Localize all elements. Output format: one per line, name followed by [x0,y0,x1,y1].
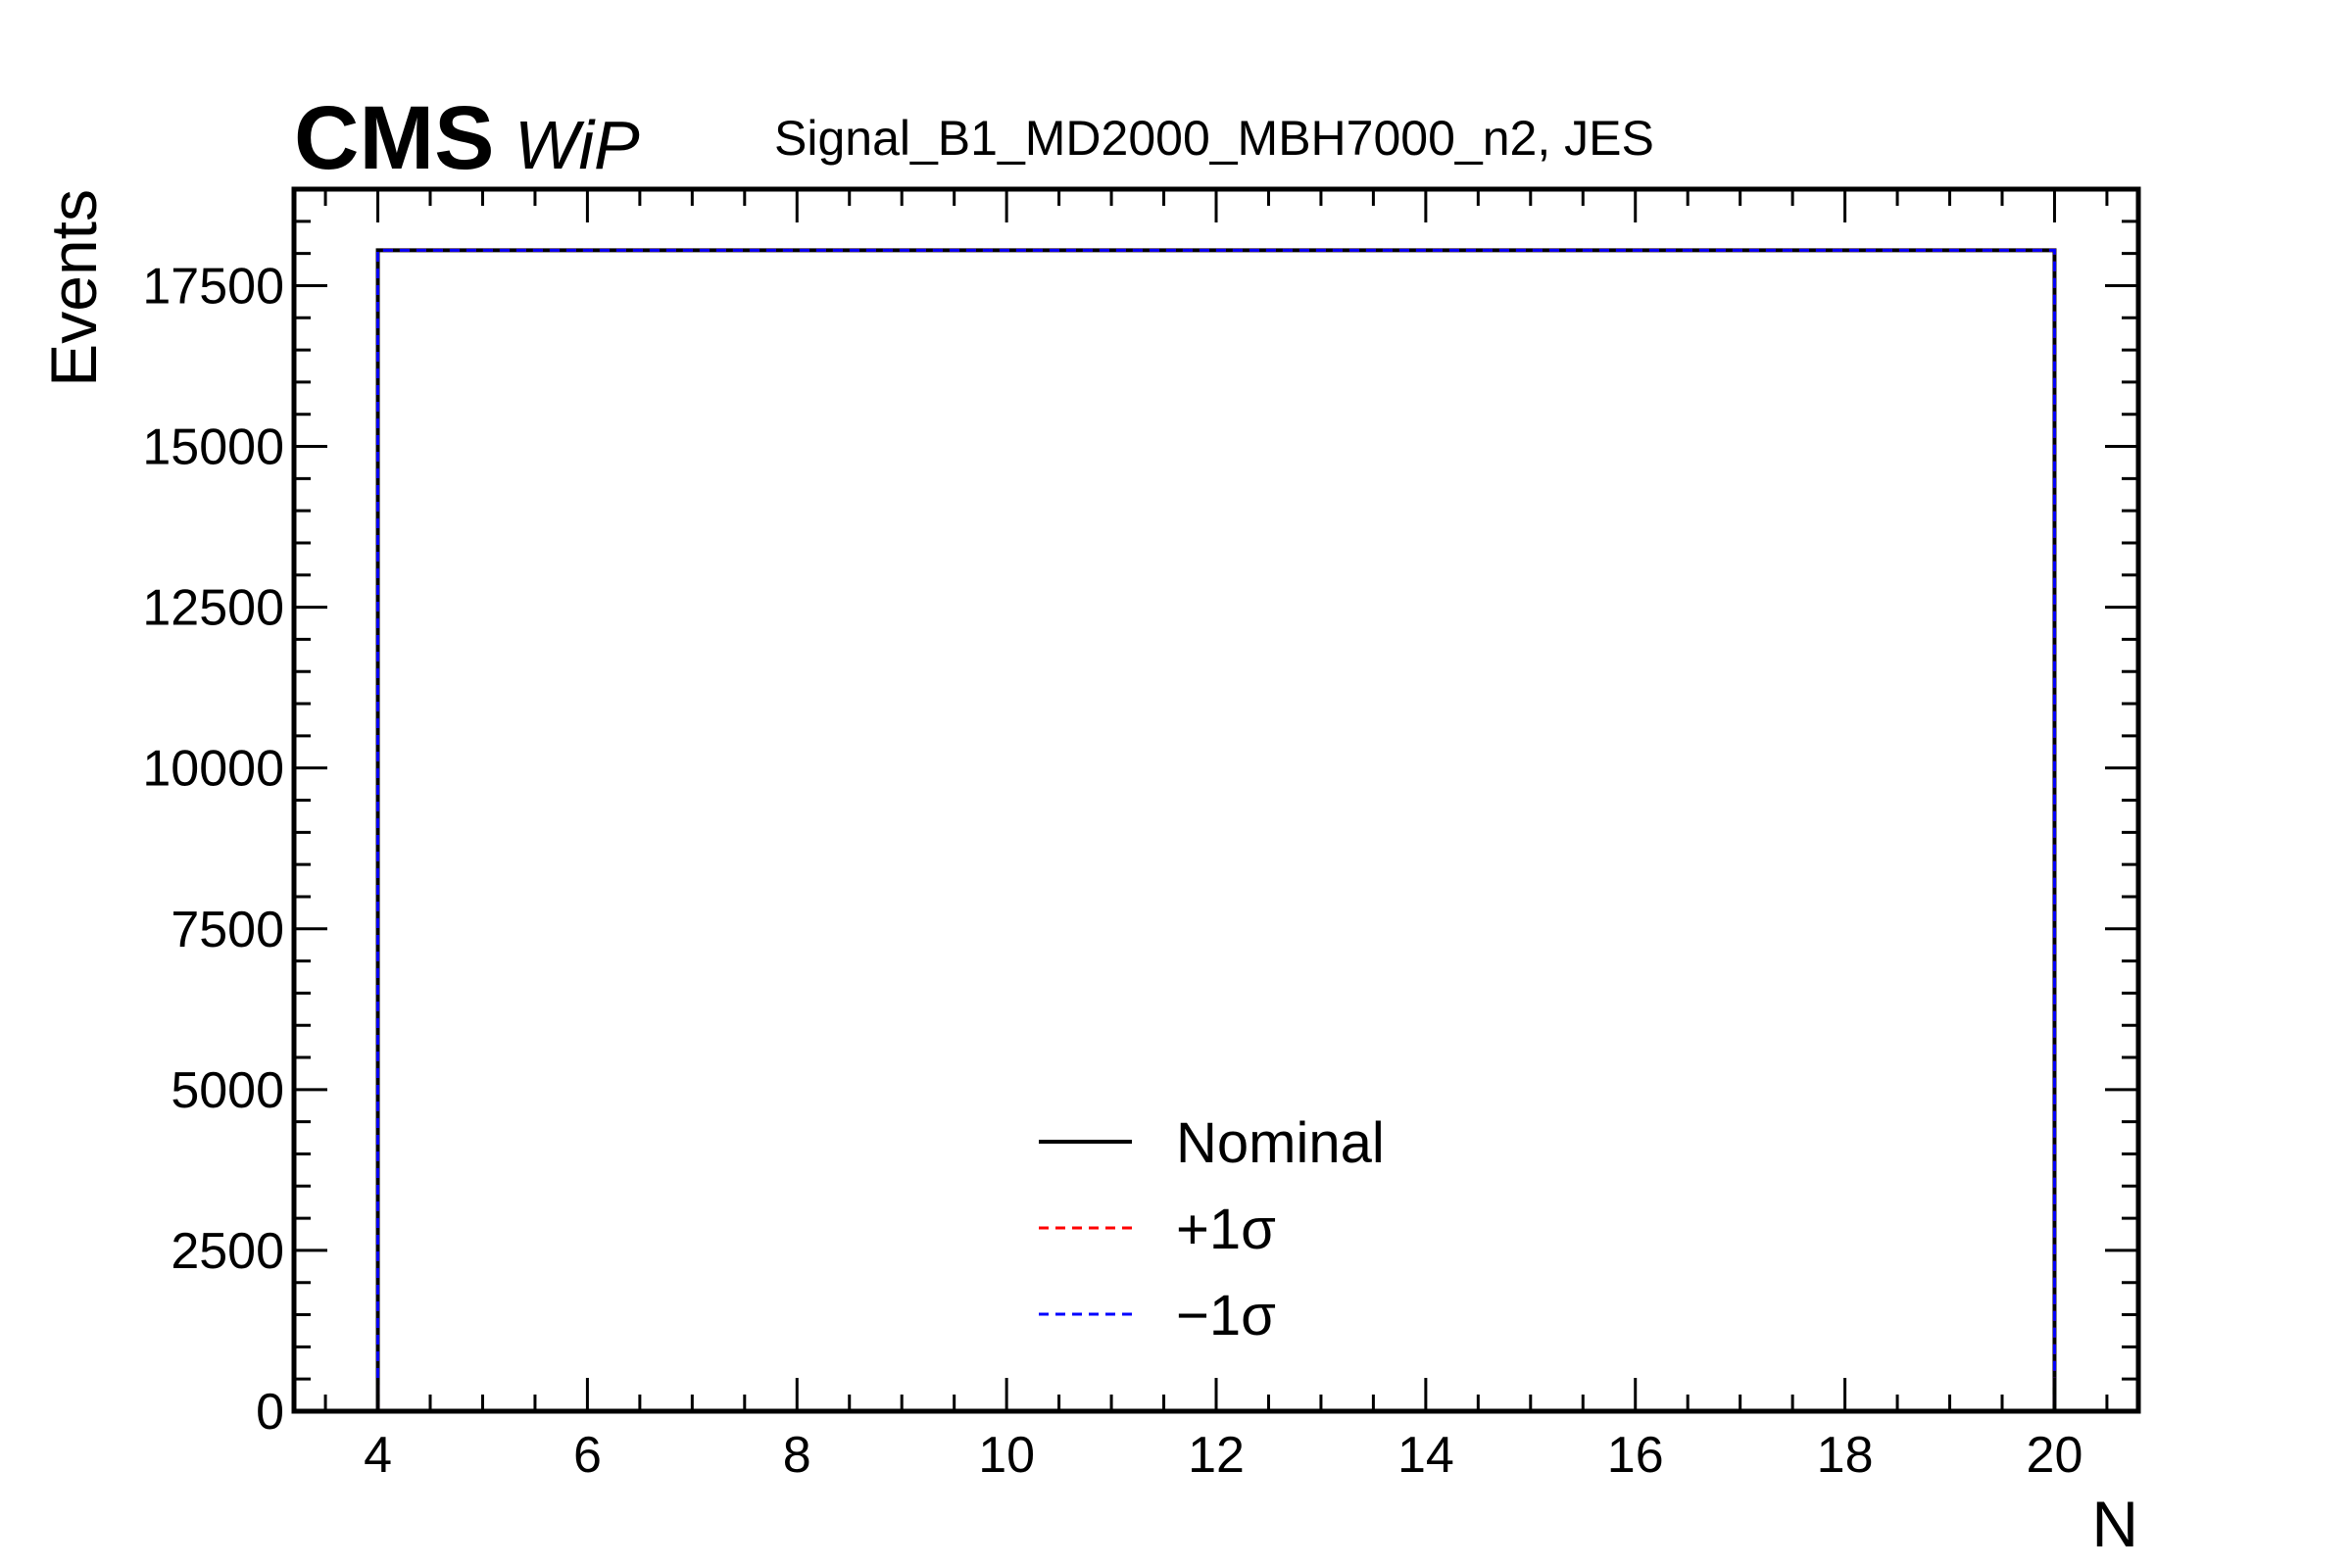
y-tick-label: 7500 [171,902,284,958]
legend-label: +1σ [1176,1198,1276,1261]
x-tick-label: 4 [364,1427,392,1484]
x-tick-label: 18 [1817,1427,1874,1484]
plot-frame [291,186,2141,1414]
legend-label: −1σ [1176,1284,1276,1348]
x-tick-label: 10 [978,1427,1035,1484]
y-tick-label: 17500 [142,258,284,315]
x-tick-label: 6 [573,1427,602,1484]
y-tick-label: 2500 [171,1223,284,1280]
tick-labels-layer: 4 6 8 10 12 14 16 18 20 0 2500 5000 7500 10000 12500 15… [142,258,2082,1484]
x-tick-label: 14 [1397,1427,1454,1484]
y-tick-label: 0 [256,1384,284,1441]
series-line-2 [376,248,2056,1411]
x-tick-label: 12 [1188,1427,1245,1484]
x-tick-label: 16 [1607,1427,1664,1484]
y-tick-label: 5000 [171,1062,284,1119]
y-tick-label: 10000 [142,741,284,798]
x-tick-label: 8 [783,1427,811,1484]
y-axis-title: Events [37,189,110,387]
y-tick-label: 15000 [142,419,284,476]
legend-label: Nominal [1176,1111,1385,1175]
series-layer [375,248,2057,1411]
plot-title: Signal_B1_MD2000_MBH7000_n2, JES [774,111,1654,166]
x-axis-title: N [2091,1488,2138,1560]
y-tick-label: 12500 [142,580,284,637]
cms-label: CMS [294,88,494,188]
cms-extra-label: WiP [514,107,640,183]
x-tick-label: 20 [2027,1427,2083,1484]
legend: Nominal +1σ −1σ [1039,1111,1385,1348]
